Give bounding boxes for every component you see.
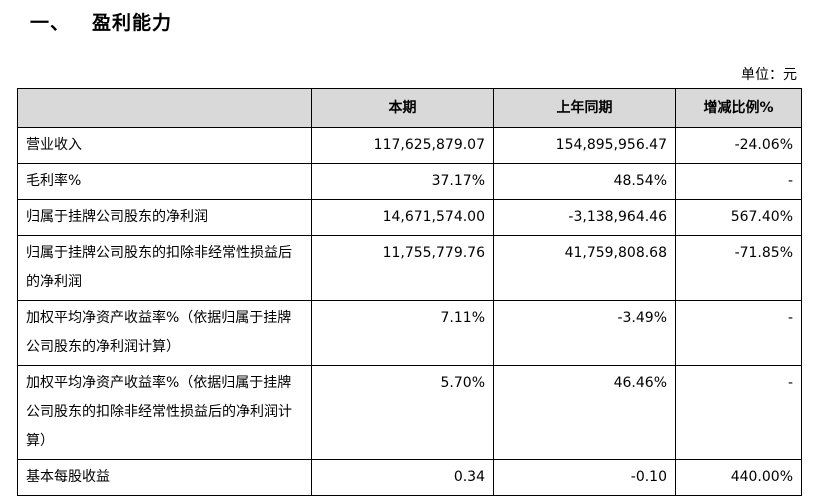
change-value: -71.85% (675, 235, 802, 301)
current-value: 7.11% (311, 300, 494, 366)
previous-value: 154,895,956.47 (493, 127, 676, 164)
current-value: 14,671,574.00 (311, 199, 494, 236)
header-item (17, 88, 312, 128)
change-value: - (675, 365, 802, 460)
change-value: -24.06% (675, 127, 802, 164)
current-value: 11,755,779.76 (311, 235, 494, 301)
change-value: 567.40% (675, 199, 802, 236)
unit-label: 单位：元 (741, 67, 797, 83)
row-label: 加权平均净资产收益率%（依据归属于挂牌公司股东的扣除非经常性损益后的净利润计算） (17, 365, 312, 460)
table-row: 归属于挂牌公司股东的扣除非经常性损益后的净利润 11,755,779.76 41… (17, 235, 802, 301)
current-value: 117,625,879.07 (311, 127, 494, 164)
table-row: 毛利率% 37.17% 48.54% - (17, 163, 802, 200)
table-row: 基本每股收益 0.34 -0.10 440.00% (17, 459, 802, 496)
change-value: - (675, 163, 802, 200)
row-label: 归属于挂牌公司股东的扣除非经常性损益后的净利润 (17, 235, 312, 301)
profitability-table: 本期 上年同期 增减比例% 营业收入 117,625,879.07 154,89… (17, 88, 802, 496)
header-change-percent: 增减比例% (675, 88, 802, 128)
previous-value: -3.49% (493, 300, 676, 366)
previous-value: 46.46% (493, 365, 676, 460)
row-label: 归属于挂牌公司股东的净利润 (17, 199, 312, 236)
row-label: 基本每股收益 (17, 459, 312, 496)
previous-value: -3,138,964.46 (493, 199, 676, 236)
table-row: 归属于挂牌公司股东的净利润 14,671,574.00 -3,138,964.4… (17, 199, 802, 236)
table-header-row: 本期 上年同期 增减比例% (17, 88, 802, 128)
section-title: 盈利能力 (92, 12, 173, 34)
previous-value: 41,759,808.68 (493, 235, 676, 301)
current-value: 0.34 (311, 459, 494, 496)
header-current-period: 本期 (311, 88, 494, 128)
current-value: 37.17% (311, 163, 494, 200)
table-row: 营业收入 117,625,879.07 154,895,956.47 -24.0… (17, 127, 802, 164)
previous-value: 48.54% (493, 163, 676, 200)
table-row: 加权平均净资产收益率%（依据归属于挂牌公司股东的净利润计算） 7.11% -3.… (17, 300, 802, 366)
section-number: 一、 (30, 12, 71, 34)
row-label: 毛利率% (17, 163, 312, 200)
header-previous-period: 上年同期 (493, 88, 676, 128)
change-value: 440.00% (675, 459, 802, 496)
change-value: - (675, 300, 802, 366)
table-row: 加权平均净资产收益率%（依据归属于挂牌公司股东的扣除非经常性损益后的净利润计算）… (17, 365, 802, 460)
section-heading: 一、 盈利能力 (30, 8, 172, 35)
previous-value: -0.10 (493, 459, 676, 496)
current-value: 5.70% (311, 365, 494, 460)
row-label: 营业收入 (17, 127, 312, 164)
row-label: 加权平均净资产收益率%（依据归属于挂牌公司股东的净利润计算） (17, 300, 312, 366)
